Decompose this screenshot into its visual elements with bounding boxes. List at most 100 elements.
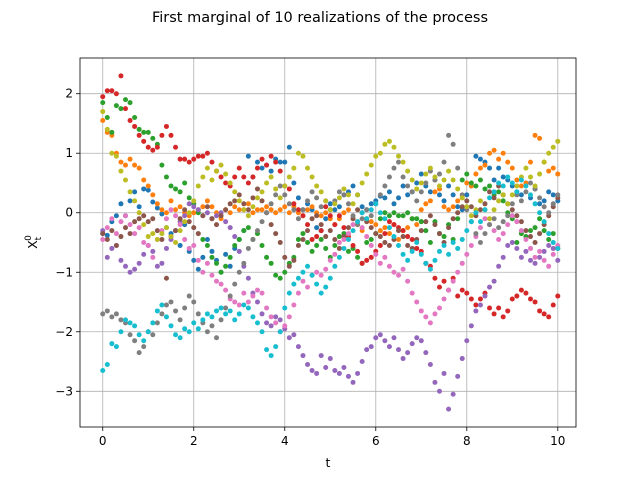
data-point [291,207,297,213]
data-point [373,335,379,341]
data-point [359,225,365,231]
y-tick-label: 2 [65,87,73,101]
data-point [209,323,215,329]
data-point [477,207,483,213]
data-point [113,153,119,159]
data-point [432,222,438,228]
data-point [345,201,351,207]
data-point [100,231,106,237]
data-point [405,257,411,263]
data-point [295,150,301,156]
data-point [382,254,388,260]
data-point [136,132,142,138]
data-point [218,317,224,323]
data-point [377,228,383,234]
data-point [127,332,133,338]
data-point [118,329,124,335]
data-point [223,305,229,311]
data-point [268,174,274,180]
data-point [300,353,306,359]
data-point [377,242,383,248]
data-point [373,222,379,228]
data-point [541,311,547,317]
data-point [168,207,174,213]
data-point [441,296,447,302]
data-point [386,219,392,225]
data-point [268,353,274,359]
data-point [386,344,392,350]
data-point [132,219,138,225]
data-point [163,210,169,216]
y-axis-label-subscript: t [34,236,44,240]
data-point [204,198,210,204]
data-point [505,159,511,165]
data-point [350,222,356,228]
data-point [300,231,306,237]
data-point [305,263,311,269]
data-point [273,320,279,326]
data-point [200,204,206,210]
data-point [191,242,197,248]
data-point [191,204,197,210]
data-point [214,260,220,266]
data-point [245,275,251,281]
data-point [528,234,533,240]
data-point [232,204,238,210]
data-point [423,314,429,320]
data-point [227,308,233,314]
data-point [204,242,210,248]
data-point [332,207,338,213]
data-point [191,156,197,162]
data-point [150,199,156,205]
data-point [364,207,370,213]
data-point [127,320,133,326]
data-point [241,260,247,266]
data-point [254,299,260,305]
data-point [186,245,192,251]
data-point [473,210,479,216]
data-point [500,198,506,204]
data-point [309,204,315,210]
data-point [127,198,133,204]
data-point [323,204,329,210]
data-point [168,299,174,305]
data-point [159,207,165,213]
data-point [314,183,320,189]
data-point [341,192,347,198]
data-point [491,189,497,195]
data-point [127,222,133,228]
data-point [482,216,488,222]
data-point [523,165,529,171]
data-point [546,210,552,216]
data-point [414,222,420,228]
data-point [432,311,438,317]
data-point [141,177,147,183]
data-point [309,237,315,243]
data-point [259,219,265,225]
data-point [127,231,133,237]
data-point [500,192,506,198]
data-point [168,198,174,204]
data-point [464,228,470,234]
data-point [505,222,511,228]
data-point [368,344,374,350]
data-point [314,213,320,219]
data-point [118,168,124,174]
data-point [518,219,524,225]
data-point [368,207,374,213]
data-point [136,216,142,222]
data-point [364,240,370,245]
data-point [450,391,456,397]
data-point [177,317,183,323]
data-point [345,231,351,237]
svg-text:Xt0: Xt0 [24,235,44,249]
data-point [441,159,447,165]
data-point [455,373,461,379]
data-point [305,198,311,204]
data-point [123,97,128,103]
data-point [259,329,265,335]
data-point [400,228,406,234]
data-point [314,269,320,275]
data-point [400,266,406,272]
data-point [182,305,188,311]
